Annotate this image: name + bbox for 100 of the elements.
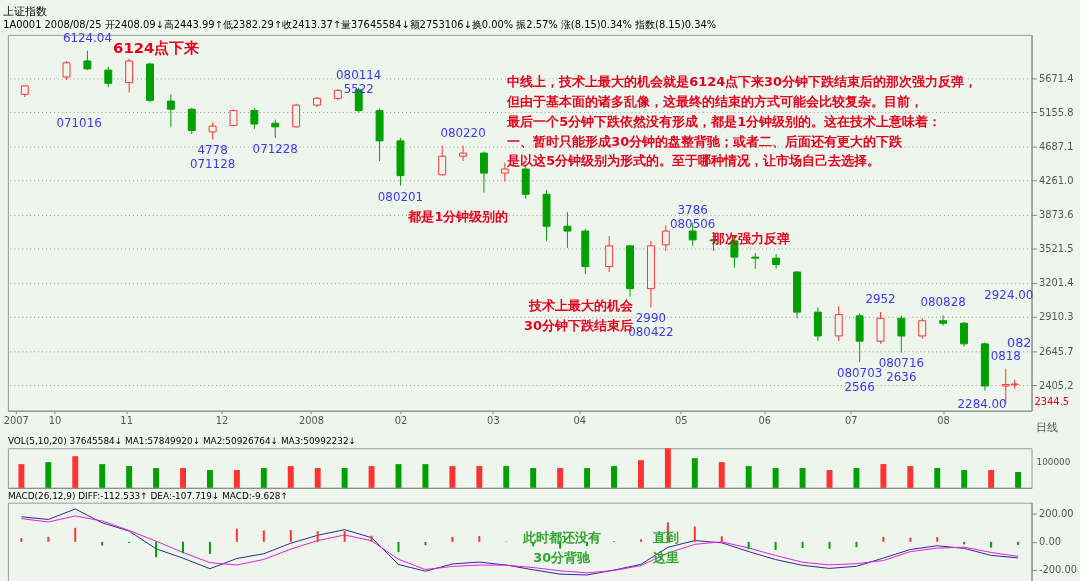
bar [718, 462, 725, 488]
bar [45, 462, 52, 488]
candlestick [459, 144, 468, 162]
y-tick-label: 4687.1 [1038, 140, 1074, 152]
bar [1015, 472, 1022, 488]
x-tick-label: 05 [674, 415, 688, 427]
y-tick-label: 2405.2 [1038, 379, 1074, 391]
chart-subtitle: 1A0001 2008/08/25 开2408.09↓高2443.99↑低2382.29↑收2413.37↑量37645584↓额2753106↓换0.00% 振2.57% 涨(8.15)0.34% 指数(8.15)0.34% [3, 18, 717, 30]
chart-title: VOL(5,10,20) 37645584↓ MA1:57849920↓ MA2:50926764↓ MA3:50992232↓ [7, 436, 356, 447]
annotation: 6124点下来 [113, 38, 200, 56]
x-tick-label: 11 [120, 415, 133, 427]
text: 100000 [1036, 457, 1071, 468]
y-tick-label: 5155.8 [1038, 106, 1074, 118]
annotation: 是以这5分钟级别为形式的。至于哪种情况，让市场自己去选择。 [506, 153, 881, 169]
bar [476, 466, 483, 488]
annotation: 080828 [920, 295, 966, 310]
y-tick-label: 0.00 [1038, 536, 1061, 548]
y-tick-label: 3873.6 [1038, 209, 1074, 221]
bar [153, 468, 160, 488]
candlestick [772, 253, 781, 270]
y-tick-label: 2910.3 [1038, 311, 1074, 323]
x-tick-label: 07 [844, 415, 858, 427]
bar [368, 466, 375, 488]
bar [880, 464, 887, 488]
y-tick-label: 3201.4 [1038, 277, 1074, 289]
bar [907, 466, 914, 488]
x-tick-label: 10 [48, 415, 62, 427]
annotation: 082 [1007, 335, 1032, 351]
bar [341, 468, 348, 488]
candlestick [166, 93, 175, 128]
annotation: 此时都还没有 [521, 530, 601, 546]
annotation: 080220 [440, 125, 486, 140]
x-tick-label: 2008 [298, 415, 325, 427]
y-tick-label: 200.00 [1038, 508, 1074, 520]
annotation: 都是1分钟级别的 [407, 208, 509, 224]
annotation: 6124.04 [62, 30, 112, 45]
bar [853, 468, 860, 488]
bar [206, 470, 213, 488]
candlestick [813, 306, 822, 342]
chart-title: 上证指数 [3, 5, 48, 19]
annotation: 2284.00 [957, 396, 1007, 411]
annotation: 但由于基本面的诸多乱像，这最终的结束的方式可能会比较复杂。目前， [506, 94, 924, 110]
y-tick-label: 4261.0 [1038, 174, 1074, 186]
bar [260, 468, 267, 488]
x-tick-label: 04 [573, 415, 587, 427]
annotation: 0818 [990, 348, 1021, 363]
bar [72, 456, 79, 488]
candlestick [500, 162, 509, 182]
annotation: 3786 080506 [670, 202, 716, 231]
x-tick-label: 2007 [3, 415, 29, 427]
x-tick-label: 03 [487, 415, 500, 427]
candlestick [271, 119, 280, 139]
annotation: 中线上，技术上最大的机会就是6124点下来30分钟下跌结束后的那次强力反弹， [507, 74, 977, 90]
bar [799, 468, 806, 488]
x-tick-label: 02 [394, 415, 408, 427]
annotation: 071016 [56, 115, 102, 130]
bar [18, 464, 25, 488]
annotation: 最后一个5分钟下跌依然没有形成，都是1分钟级别的。这在技术上意味着： [506, 113, 942, 129]
candlestick [187, 107, 196, 135]
x-tick-label: 08 [937, 415, 950, 427]
bar [449, 466, 456, 488]
bar [961, 470, 968, 488]
candlestick [479, 151, 488, 194]
annotation: 2952 [865, 291, 896, 306]
bar [988, 470, 995, 488]
annotation: 071228 [252, 141, 298, 156]
candlestick [563, 211, 572, 249]
annotation: 一、暂时只能形成30分钟的盘整背驰；或者二、后面还有更大的下跌 [507, 133, 904, 149]
bar [314, 468, 321, 488]
bar [664, 448, 671, 488]
candlestick [939, 314, 948, 327]
candlestick [104, 66, 113, 88]
candlestick [918, 317, 927, 340]
bar [233, 470, 240, 488]
candlestick [834, 305, 843, 342]
annotation: 30分背驰 [533, 550, 592, 566]
bar [691, 458, 698, 488]
x-tick-label: 06 [758, 415, 771, 427]
y-tick-label: 5671.4 [1038, 72, 1074, 84]
bar [772, 468, 779, 488]
bar [180, 468, 186, 488]
bar [530, 468, 537, 488]
annotation: 2924.00 [984, 287, 1034, 302]
text: 2344.5 [1034, 395, 1070, 407]
bar [503, 466, 510, 488]
chart-title: MACD(26,12,9) DIFF:-112.533↑ DEA:-107.719↓ MACD:-9.628↑ [7, 490, 288, 501]
candlestick [125, 58, 134, 93]
annotation: 技术上最大的机会 [527, 297, 634, 313]
annotation: 4778 071128 [189, 143, 236, 172]
bar [611, 466, 617, 488]
y-tick-label: 2645.7 [1038, 345, 1074, 357]
annotation: 080201 [377, 189, 424, 204]
bar [584, 468, 591, 488]
candlestick [960, 321, 968, 347]
bar [934, 468, 941, 488]
bar [126, 466, 133, 488]
bar [422, 464, 429, 488]
text: 日线 [1036, 421, 1059, 435]
annotation: 080114 5522 [336, 67, 382, 96]
candlestick [605, 235, 614, 273]
